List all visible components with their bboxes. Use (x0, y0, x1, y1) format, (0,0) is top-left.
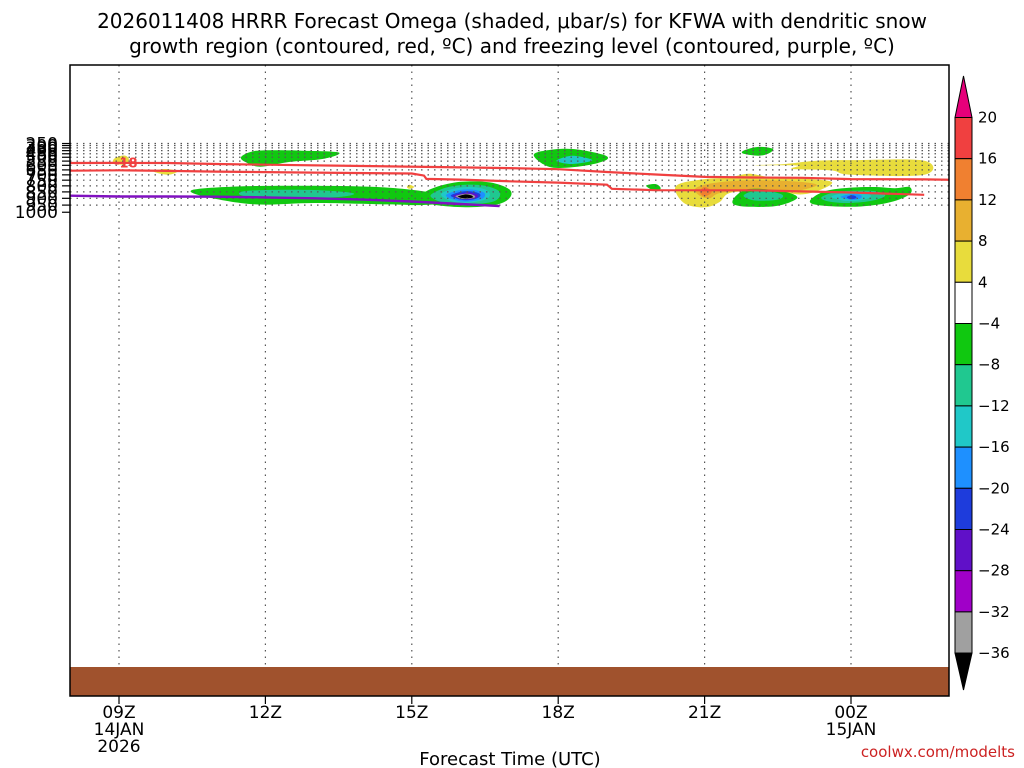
y-tick-label-500: 500 (26, 148, 58, 168)
colorbar-box-9 (954, 446, 973, 489)
chart-title-line-1: 2026011408 HRRR Forecast Omega (shaded, … (97, 9, 927, 33)
y-tick-label-1000: 1000 (15, 203, 58, 223)
colorbar-box-10 (954, 487, 973, 530)
colorbar-label-2: 12 (978, 191, 997, 209)
colorbar-box-13 (954, 611, 973, 654)
y-tick-label-850: 850 (26, 183, 58, 203)
ground-layer (70, 667, 949, 696)
colorbar-box-11 (954, 529, 973, 572)
colorbar-box-3 (954, 199, 973, 242)
colorbar-label-13: −36 (978, 644, 1010, 662)
grid-lines (70, 65, 949, 667)
x-axis-label: Forecast Time (UTC) (419, 749, 600, 768)
x-tick-label-0-1: 14JAN (94, 720, 145, 740)
colorbar-box-2 (954, 158, 973, 201)
colorbar-label-9: −20 (978, 479, 1010, 497)
contour-label: -18 (114, 157, 137, 172)
colorbar-top-arrow (954, 75, 973, 118)
colorbar-box-4 (954, 240, 973, 283)
omega-region-13 (238, 189, 355, 199)
colorbar-box-5 (954, 281, 973, 324)
credit-text: coolwx.com/modelts (861, 743, 1015, 761)
y-tick-label-950: 950 (26, 196, 58, 216)
colorbar-label-7: −12 (978, 397, 1010, 415)
plot-frame (69, 64, 950, 697)
y-tick-label-350: 350 (26, 139, 58, 159)
x-tick-label-15-0: 00Z (834, 703, 867, 723)
colorbar-bottom-arrow (954, 652, 973, 691)
y-tick-label-900: 900 (26, 189, 58, 209)
x-tick-label-0-2: 2026 (97, 737, 140, 757)
x-tick-label-6-0: 15Z (395, 703, 428, 723)
y-tick-label-300: 300 (26, 137, 58, 157)
colorbar-box-8 (954, 405, 973, 448)
colorbar-box-7 (954, 364, 973, 407)
y-tick-label-750: 750 (26, 171, 58, 191)
chart-title-line-2: growth region (contoured, red, ºC) and f… (129, 34, 895, 58)
x-tick-label-15-1: 15JAN (826, 720, 877, 740)
colorbar: 20 16 12 8 4 −4 −8 −12 −16 −20 −24 −28 −32 −36 (954, 75, 1010, 691)
colorbar-label-5: −4 (978, 315, 1000, 333)
colorbar-box-1 (954, 117, 973, 160)
x-tick-label-12-0: 21Z (688, 703, 721, 723)
y-tick-label-800: 800 (26, 177, 58, 197)
omega-region-6 (406, 184, 415, 189)
y-tick-label-700: 700 (26, 166, 58, 186)
colorbar-label-3: 8 (978, 232, 988, 250)
freezing-level-contour (70, 194, 500, 208)
colorbar-label-1: 16 (978, 150, 997, 168)
colorbar-label-4: 4 (978, 273, 988, 291)
omega-region-2 (556, 155, 593, 165)
omega-region-28 (846, 195, 857, 200)
omega-region-21 (457, 194, 474, 199)
x-tick-label-0-0: 09Z (102, 703, 135, 723)
colorbar-label-8: −16 (978, 438, 1010, 456)
omega-region-7 (753, 159, 934, 177)
y-tick-label-450: 450 (26, 145, 58, 165)
y-tick-label-400: 400 (26, 142, 58, 162)
colorbar-box-12 (954, 570, 973, 613)
y-axis: 2503003504004505005506006507007508008509… (15, 135, 70, 223)
y-tick-label-600: 600 (26, 156, 58, 176)
y-tick-label-550: 550 (26, 152, 58, 172)
colorbar-label-12: −32 (978, 603, 1010, 621)
dgz-contour-lower (70, 169, 925, 196)
y-tick-label-650: 650 (26, 161, 58, 181)
colorbar-label-11: −28 (978, 562, 1010, 580)
colorbar-label-6: −8 (978, 356, 1000, 374)
omega-region-3 (741, 146, 774, 156)
contour-lines (70, 161, 949, 208)
x-tick-label-3-0: 12Z (249, 703, 282, 723)
x-tick-label-9-0: 18Z (542, 703, 575, 723)
y-tick-label-250: 250 (26, 135, 58, 155)
dgz-contour-upper (70, 161, 949, 181)
colorbar-label-10: −24 (978, 521, 1010, 539)
colorbar-label-0: 20 (978, 109, 997, 127)
colorbar-box-6 (954, 323, 973, 366)
